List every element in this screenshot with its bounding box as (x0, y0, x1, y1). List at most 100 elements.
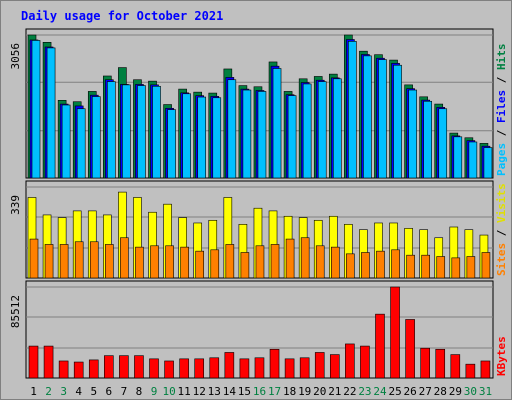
bar-kbytes (164, 360, 174, 379)
bar-pages (227, 79, 237, 179)
bar-pages (378, 59, 387, 179)
bar-sites (376, 250, 385, 279)
panel-kbytes: 85512 KBytes (9, 280, 508, 379)
legend-part: Sites (495, 243, 508, 276)
x-tick-label: 2 (45, 385, 52, 398)
bar-sites (285, 238, 295, 279)
x-tick-label: 28 (434, 385, 447, 398)
bar-pages (197, 96, 207, 179)
bar-sites (421, 254, 430, 279)
x-tick-label: 14 (223, 385, 237, 398)
bar-kbytes (104, 355, 114, 379)
bar-sites (89, 241, 99, 279)
x-tick-label: 22 (343, 385, 356, 398)
bar-pages (257, 91, 267, 179)
bar-sites (44, 244, 54, 279)
bar-sites (346, 253, 355, 279)
bar-kbytes (284, 358, 295, 379)
bar-sites (436, 256, 446, 279)
bar-sites (361, 252, 370, 279)
bar-kbytes (480, 360, 491, 379)
legend-part: / (495, 223, 508, 243)
x-tick-label: 21 (328, 385, 341, 398)
bar-sites (300, 237, 310, 279)
bar-kbytes (360, 345, 370, 379)
bar-kbytes (299, 357, 310, 379)
bar-sites (150, 245, 159, 279)
bar-kbytes (209, 357, 220, 379)
bar-kbytes (179, 358, 189, 379)
bar-kbytes (149, 358, 159, 379)
series-legend: KBytes (495, 336, 508, 376)
bar-sites (29, 238, 39, 279)
bar-sites (225, 244, 235, 279)
y-max-label: 85512 (9, 295, 22, 328)
bar-kbytes (88, 359, 99, 379)
x-tick-label: 18 (283, 385, 296, 398)
bar-sites (74, 241, 84, 279)
chart-panels: 3056 Pages / Files / Hits 339 Sites / Visit… (9, 28, 508, 379)
bar-sites (466, 256, 476, 279)
bar-kbytes (239, 358, 250, 379)
legend-part: Hits (495, 44, 508, 71)
x-tick-label: 3 (60, 385, 67, 398)
legend-part: Pages (495, 143, 508, 176)
x-tick-label: 6 (106, 385, 113, 398)
bar-pages (167, 109, 176, 179)
x-tick-label: 31 (479, 385, 492, 398)
x-tick-label: 13 (208, 385, 221, 398)
x-tick-label: 30 (464, 385, 477, 398)
bar-pages (242, 89, 252, 179)
bar-sites (120, 237, 129, 279)
bar-pages (423, 100, 432, 179)
panel-hits-files-pages: 3056 Pages / Files / Hits (9, 28, 508, 179)
bar-kbytes (465, 363, 476, 379)
y-max-label: 339 (9, 195, 22, 215)
bar-pages (302, 83, 312, 179)
x-tick-label: 20 (313, 385, 326, 398)
panel-visits-sites: 339 Sites / Visits (9, 180, 508, 279)
x-tick-label: 1 (30, 385, 37, 398)
bar-sites (270, 244, 280, 279)
bar-kbytes (420, 347, 430, 379)
x-tick-label: 12 (193, 385, 206, 398)
x-tick-label: 17 (268, 385, 281, 398)
bar-sites (255, 245, 265, 279)
bar-pages (212, 97, 222, 179)
x-tick-label: 8 (136, 385, 143, 398)
bar-sites (240, 252, 250, 279)
series-legend: Sites / Visits (495, 183, 508, 276)
bar-kbytes (269, 348, 280, 379)
bar-kbytes (224, 352, 235, 379)
bar-kbytes (73, 361, 84, 379)
bar-kbytes (450, 354, 461, 379)
bar-sites (105, 244, 114, 279)
bar-kbytes (405, 319, 415, 379)
bar-kbytes (329, 354, 340, 379)
bar-sites (195, 250, 205, 279)
bar-pages (393, 64, 402, 179)
bar-sites (165, 245, 174, 279)
series-sites (29, 237, 491, 279)
bar-pages (363, 55, 372, 179)
legend-part: Files (495, 90, 508, 123)
bar-kbytes (375, 313, 385, 379)
legend-part: Visits (495, 183, 508, 223)
bar-kbytes (58, 360, 69, 379)
bar-kbytes (119, 355, 129, 379)
bar-pages (46, 47, 56, 179)
legend-part: / (495, 70, 508, 90)
bar-kbytes (28, 345, 39, 379)
chart-title: Daily usage for October 2021 (21, 9, 223, 23)
bar-pages (137, 85, 146, 179)
bar-sites (451, 257, 461, 279)
x-tick-label: 29 (449, 385, 462, 398)
x-tick-label: 9 (151, 385, 158, 398)
x-tick-label: 4 (75, 385, 82, 398)
bar-pages (91, 96, 101, 179)
legend-part: / (495, 123, 508, 143)
bar-pages (408, 89, 417, 179)
bar-pages (453, 136, 463, 179)
bar-pages (182, 93, 191, 179)
